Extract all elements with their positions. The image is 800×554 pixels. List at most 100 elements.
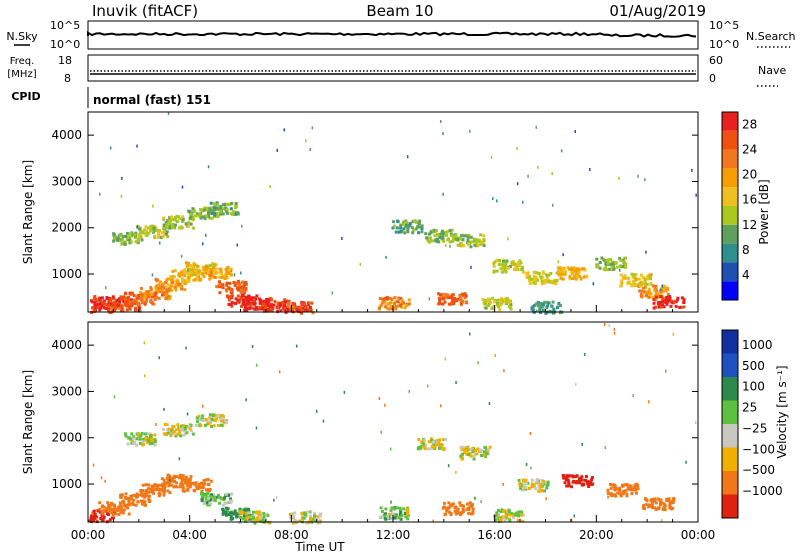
- data-cell: [92, 463, 95, 467]
- data-cell: [646, 277, 649, 281]
- data-cell: [359, 262, 362, 266]
- data-cell: [143, 501, 147, 505]
- data-cell: [469, 512, 473, 516]
- data-cell: [653, 499, 657, 503]
- data-cell: [172, 480, 176, 484]
- data-cell: [117, 513, 121, 516]
- data-cell: [501, 510, 505, 513]
- data-cell: [258, 305, 262, 309]
- colorbar-segment: [722, 424, 738, 448]
- data-cell: [168, 226, 172, 230]
- data-cell: [589, 482, 593, 486]
- data-cell: [141, 489, 145, 492]
- data-cell: [517, 478, 521, 482]
- data-cell: [644, 285, 647, 289]
- data-cell: [230, 304, 234, 308]
- data-cell: [442, 501, 446, 505]
- data-cell: [210, 425, 214, 428]
- data-cell: [169, 432, 173, 436]
- data-cell: [555, 278, 559, 282]
- data-cell: [442, 192, 444, 196]
- cpid-mode: normal (fast) 151: [93, 93, 211, 107]
- data-cell: [181, 474, 185, 478]
- x-tick-label: 04:00: [172, 528, 207, 542]
- data-cell: [676, 296, 680, 300]
- data-cell: [99, 302, 103, 306]
- data-cell: [469, 129, 471, 133]
- data-cell: [516, 182, 519, 186]
- y-tick-label: 1000: [51, 267, 82, 281]
- colorbar-segment: [722, 262, 738, 282]
- data-cell: [487, 448, 491, 451]
- data-cell: [659, 503, 662, 506]
- data-cell: [201, 404, 204, 408]
- data-cell: [640, 282, 644, 286]
- data-cell: [164, 232, 168, 236]
- data-cell: [144, 493, 148, 497]
- data-cell: [89, 516, 93, 520]
- colorbar-segment: [722, 281, 738, 300]
- data-cell: [610, 261, 614, 265]
- data-cell: [648, 273, 652, 277]
- data-cell: [275, 496, 278, 500]
- data-cell: [167, 297, 171, 301]
- data-cell: [206, 503, 210, 507]
- data-cell: [619, 259, 623, 263]
- data-cell: [379, 303, 383, 307]
- data-cell: [232, 512, 236, 516]
- data-cell: [126, 442, 130, 446]
- data-cell: [203, 208, 206, 212]
- data-cell: [187, 264, 191, 268]
- data-cell: [266, 514, 270, 518]
- noise-right-tick-bottom: 10^0: [709, 38, 739, 51]
- data-cell: [188, 268, 192, 271]
- data-cell: [93, 295, 97, 298]
- data-cell: [255, 294, 259, 298]
- data-cell: [535, 478, 539, 482]
- data-cell: [242, 300, 246, 304]
- data-cell: [148, 494, 151, 498]
- data-cell: [472, 454, 476, 458]
- data-cell: [160, 288, 164, 292]
- data-cell: [118, 234, 122, 238]
- data-cell: [524, 482, 528, 486]
- data-cell: [301, 307, 305, 310]
- data-cell: [241, 298, 245, 302]
- data-cell: [229, 497, 232, 501]
- x-tick-label: 20:00: [579, 528, 614, 542]
- data-cell: [445, 233, 448, 237]
- data-cell: [213, 413, 217, 417]
- data-cell: [575, 274, 579, 278]
- data-cell: [101, 512, 105, 516]
- data-cell: [389, 447, 392, 451]
- data-cell: [169, 224, 173, 228]
- data-cell: [213, 498, 217, 502]
- data-cell: [130, 441, 134, 445]
- data-cell: [467, 234, 471, 237]
- data-cell: [575, 479, 579, 483]
- data-cell: [506, 510, 510, 514]
- data-cell: [393, 296, 397, 300]
- data-cell: [210, 211, 214, 215]
- data-cell: [221, 507, 225, 511]
- data-cell: [189, 212, 193, 216]
- data-cell: [486, 297, 490, 301]
- data-cell: [178, 457, 181, 461]
- y-tick-label: 4000: [51, 338, 82, 352]
- data-cell: [225, 294, 229, 298]
- data-cell: [431, 239, 435, 243]
- data-cell: [301, 514, 305, 517]
- data-cell: [148, 490, 152, 494]
- station-title: Inuvik (fitACF): [92, 2, 198, 20]
- data-cell: [441, 438, 445, 442]
- data-cell: [574, 277, 578, 281]
- data-cell: [273, 498, 275, 502]
- data-cell: [643, 290, 646, 294]
- data-cell: [194, 277, 198, 281]
- data-cell: [120, 194, 123, 198]
- data-cell: [249, 302, 253, 306]
- data-cell: [182, 268, 186, 272]
- data-cell: [482, 238, 486, 242]
- data-cell: [389, 509, 393, 513]
- data-cell: [140, 493, 144, 496]
